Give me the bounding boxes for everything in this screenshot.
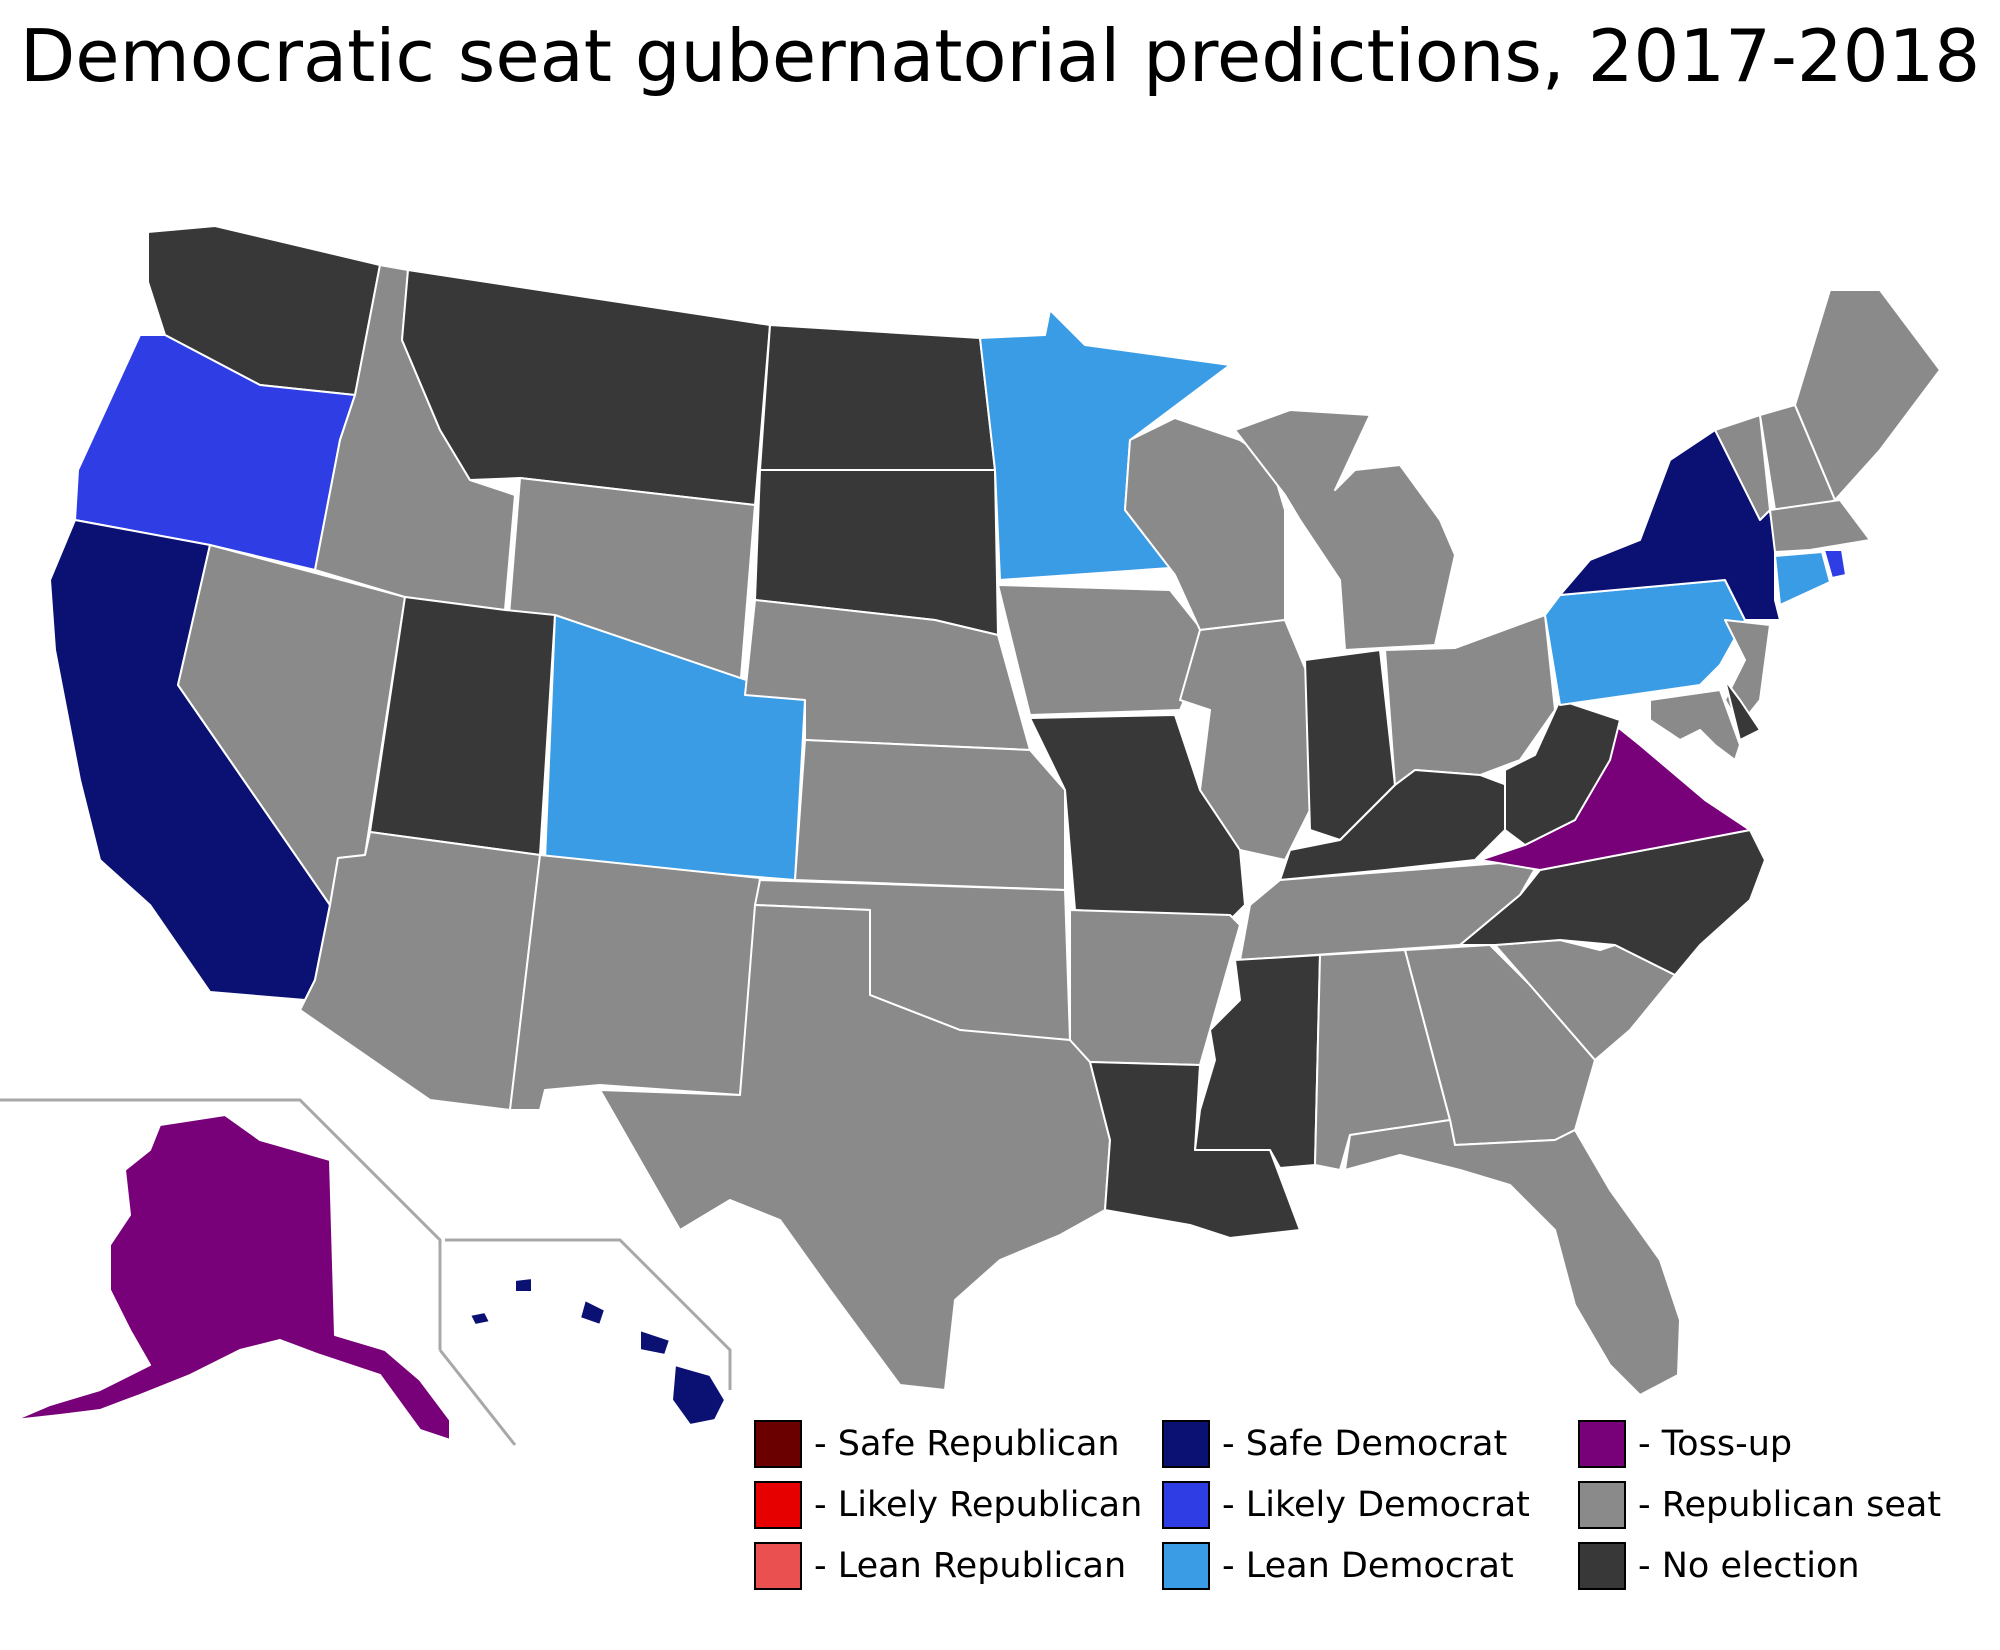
legend-swatch: [754, 1481, 802, 1529]
legend-swatch: [1162, 1542, 1210, 1590]
alaska-inset-border: [0, 1098, 442, 1350]
state-massachusetts[interactable]: [1769, 499, 1871, 553]
legend-label: - Lean Democrat: [1222, 1546, 1514, 1586]
state-delaware[interactable]: [1724, 679, 1761, 741]
legend-swatch: [1578, 1420, 1626, 1468]
legend-swatch: [1578, 1542, 1626, 1590]
legend-likely-democrat: - Likely Democrat: [1162, 1478, 1530, 1532]
map-title: Democratic seat gubernatorial prediction…: [19, 14, 1981, 98]
legend-republican-seat: - Republican seat: [1578, 1478, 1941, 1532]
state-missouri[interactable]: [1029, 714, 1246, 921]
state-north-dakota[interactable]: [759, 324, 996, 471]
state-hawaii[interactable]: [469, 1277, 726, 1426]
legend-swatch: [754, 1542, 802, 1590]
legend-lean-democrat: - Lean Democrat: [1162, 1539, 1514, 1593]
legend-swatch: [1578, 1481, 1626, 1529]
legend-no-election: - No election: [1578, 1539, 1860, 1593]
legend-likely-republican: - Likely Republican: [754, 1478, 1142, 1532]
legend-label: - No election: [1638, 1546, 1860, 1586]
legend-toss-up: - Toss-up: [1578, 1417, 1792, 1471]
state-connecticut[interactable]: [1774, 551, 1831, 606]
legend-label: - Republican seat: [1638, 1485, 1942, 1525]
legend-label: - Toss-up: [1638, 1424, 1793, 1464]
alaska-inset-border-lower: [438, 1349, 517, 1446]
state-rhode-island[interactable]: [1823, 549, 1847, 579]
legend-label: - Lean Republican: [814, 1546, 1127, 1586]
legend-swatch: [754, 1420, 802, 1468]
state-north-carolina[interactable]: [1459, 829, 1766, 976]
legend-swatch: [1162, 1481, 1210, 1529]
state-florida[interactable]: [1344, 1119, 1681, 1396]
state-illinois[interactable]: [1179, 619, 1311, 861]
legend-label: - Likely Democrat: [1222, 1485, 1530, 1525]
hawaii-inset-border: [445, 1238, 732, 1390]
state-arkansas[interactable]: [1069, 909, 1241, 1066]
state-michigan[interactable]: [1234, 409, 1456, 651]
state-west-virginia[interactable]: [1504, 699, 1621, 846]
legend-label: - Likely Republican: [814, 1485, 1143, 1525]
state-new-mexico[interactable]: [509, 854, 761, 1111]
state-kansas[interactable]: [794, 739, 1066, 891]
state-wisconsin[interactable]: [1124, 417, 1286, 631]
legend-safe-republican: - Safe Republican: [754, 1417, 1120, 1471]
legend-label: - Safe Democrat: [1222, 1424, 1508, 1464]
state-iowa[interactable]: [997, 584, 1211, 716]
legend-swatch: [1162, 1420, 1210, 1468]
state-alaska[interactable]: [14, 1114, 451, 1441]
legend-safe-democrat: - Safe Democrat: [1162, 1417, 1507, 1471]
state-utah[interactable]: [369, 596, 556, 856]
legend-lean-republican: - Lean Republican: [754, 1539, 1126, 1593]
state-arizona[interactable]: [299, 831, 541, 1111]
state-pennsylvania[interactable]: [1544, 579, 1746, 706]
state-texas[interactable]: [599, 904, 1111, 1391]
legend-label: - Safe Republican: [814, 1424, 1120, 1464]
state-maryland[interactable]: [1649, 689, 1741, 761]
